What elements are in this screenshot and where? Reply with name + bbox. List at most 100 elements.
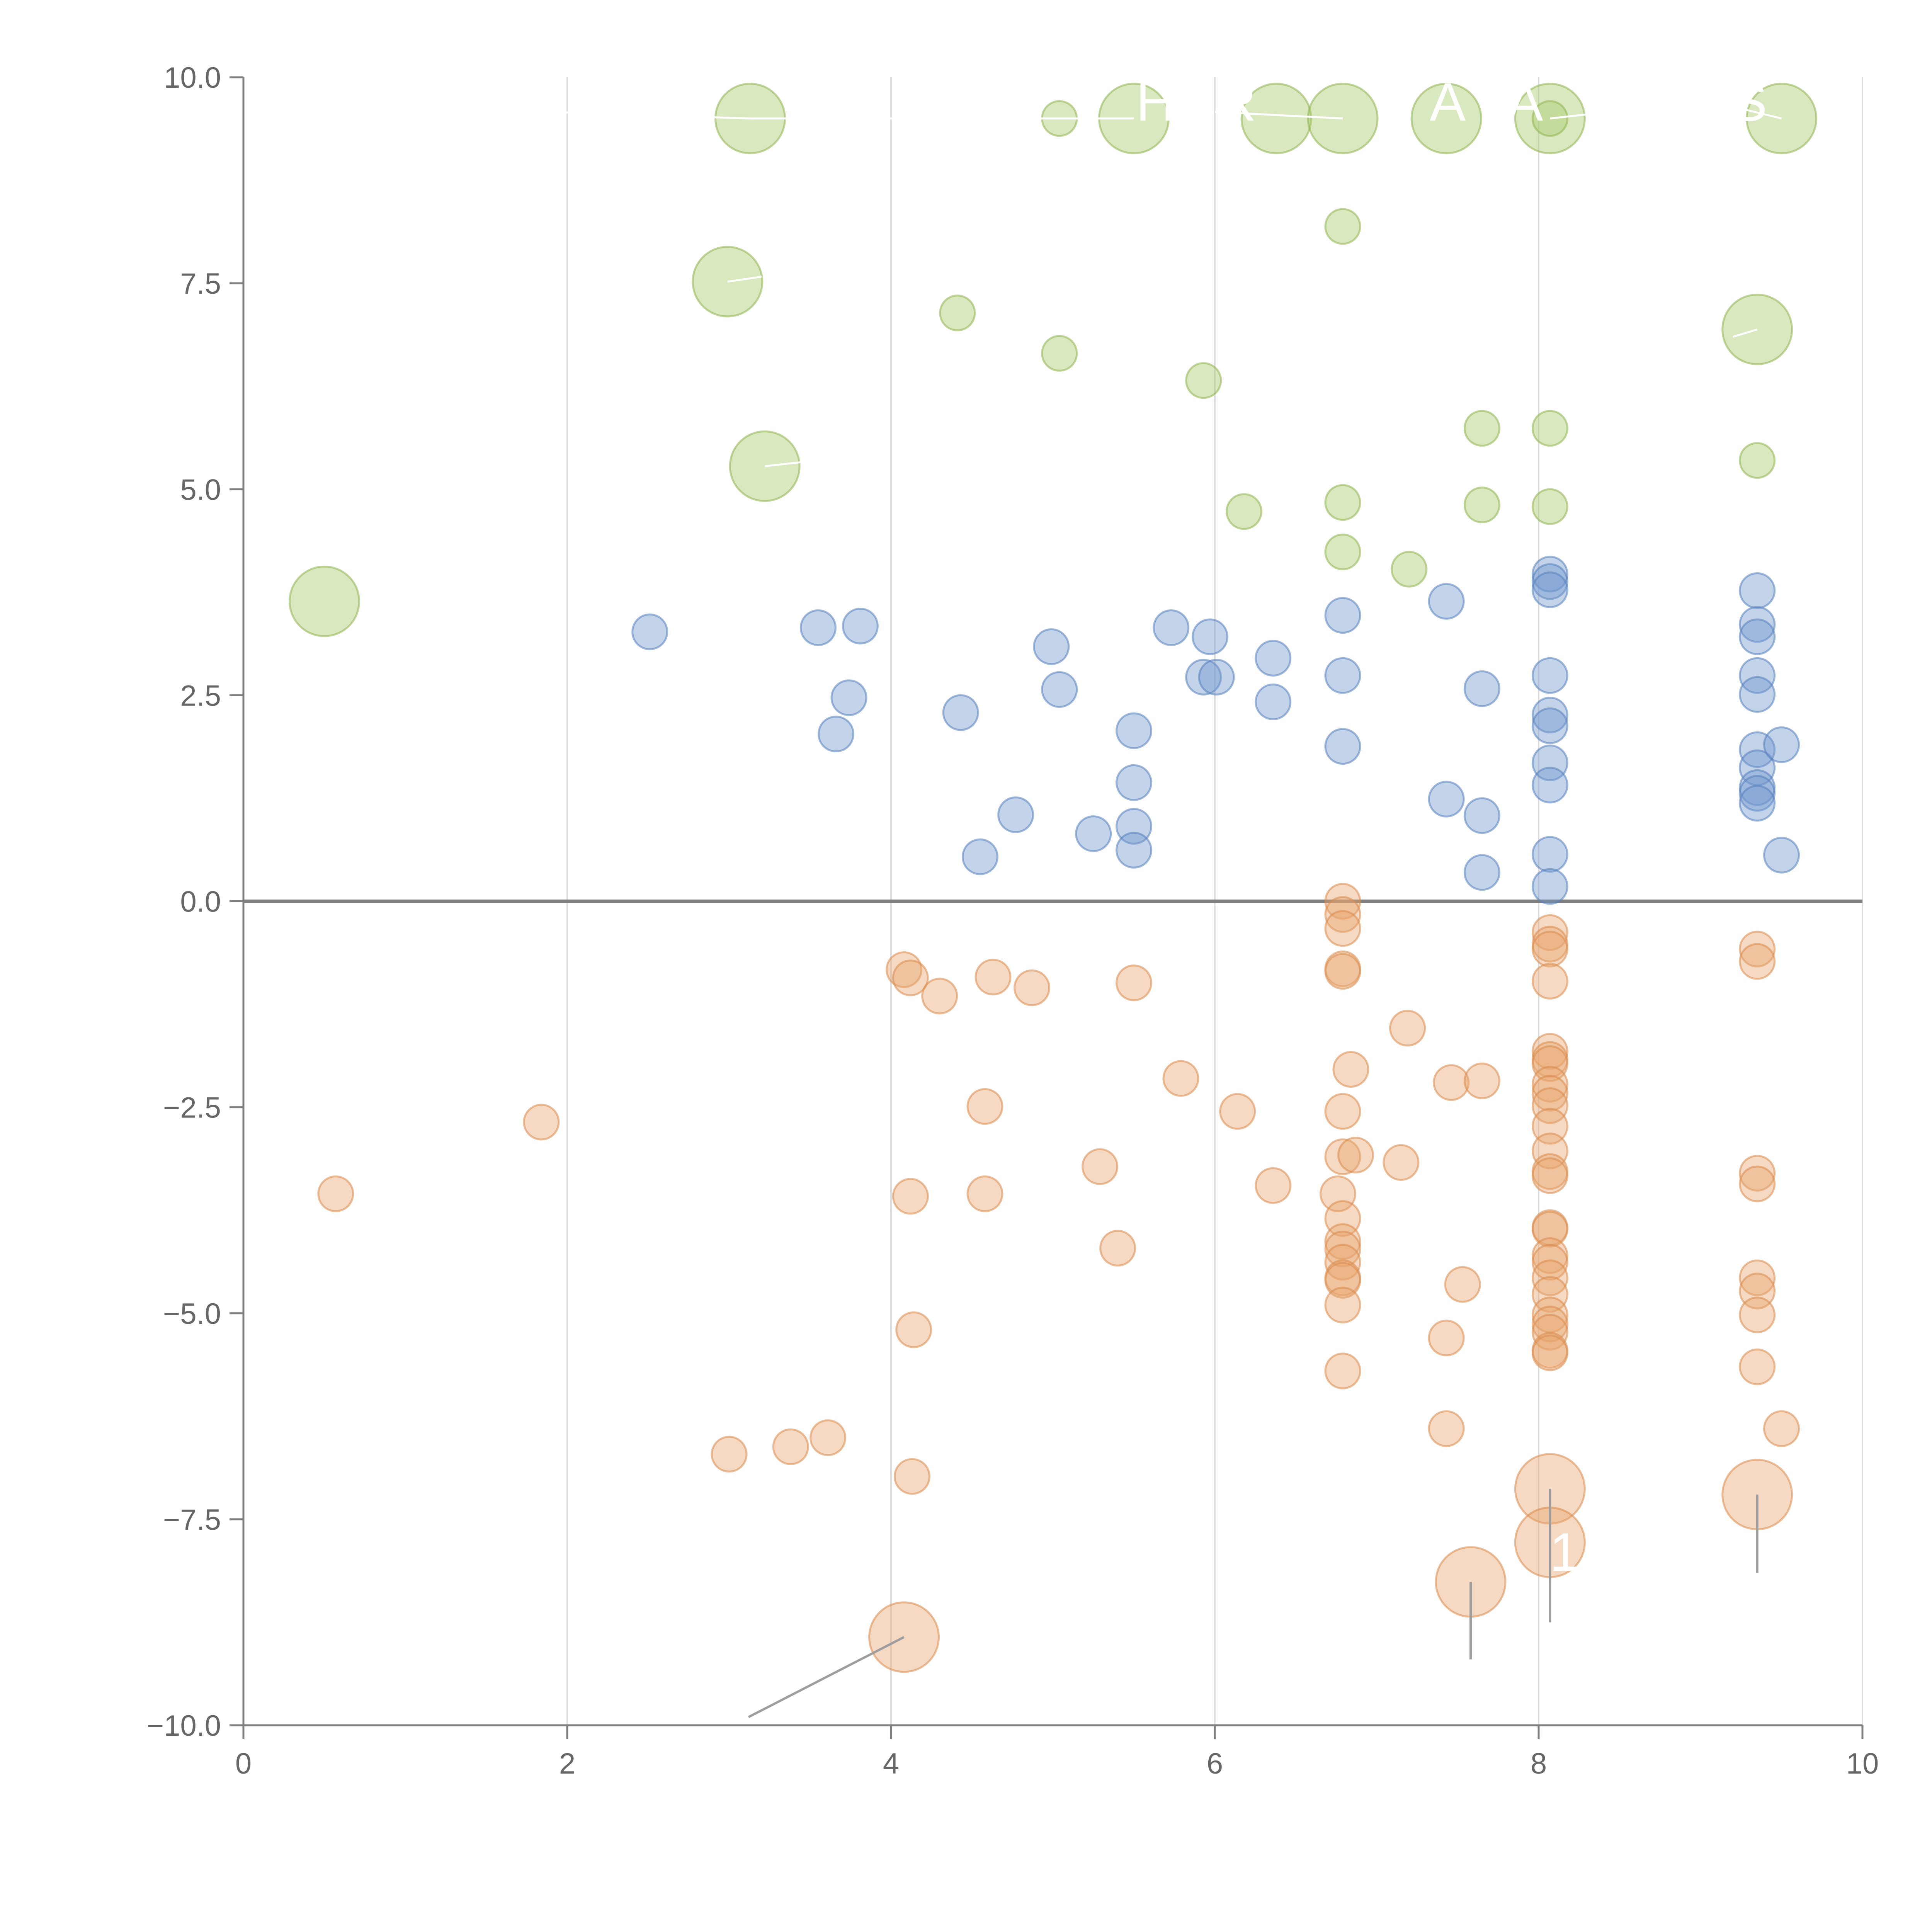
data-point-orange	[523, 1104, 560, 1141]
annotation-label: A	[1507, 71, 1543, 132]
data-point-orange	[1531, 1157, 1568, 1194]
leader-line	[1741, 107, 1782, 120]
data-point-blue	[1739, 775, 1776, 812]
x-tick-label: 4	[883, 1747, 899, 1780]
data-point-orange	[1739, 1296, 1776, 1333]
y-tick-label: −10.0	[147, 1709, 221, 1742]
data-point-orange	[1531, 1087, 1568, 1124]
data-point-orange	[1332, 1051, 1369, 1088]
x-tick-label: 6	[1207, 1747, 1223, 1780]
data-point-orange	[1739, 1348, 1776, 1385]
data-point-orange	[1324, 1352, 1361, 1389]
data-point-orange	[966, 1088, 1003, 1125]
x-tick-label: 2	[559, 1747, 575, 1780]
data-point-blue	[1324, 657, 1361, 694]
data-point-blue	[1463, 854, 1500, 891]
data-point-green	[1225, 493, 1262, 530]
data-point-orange	[1739, 1259, 1776, 1296]
data-point-blue	[1116, 712, 1152, 749]
data-point-blue	[1075, 815, 1112, 852]
data-point-orange	[1255, 1167, 1292, 1204]
data-point-blue	[1198, 658, 1235, 696]
data-point-blue	[1531, 836, 1568, 873]
data-point-blue	[1033, 628, 1070, 665]
data-point-green	[1531, 488, 1568, 525]
y-tick-label: 0.0	[180, 886, 221, 918]
x-tick-label: 0	[235, 1747, 252, 1780]
leader-line	[1214, 111, 1343, 120]
data-point-green	[1531, 410, 1568, 447]
data-point-orange	[1324, 883, 1361, 920]
x-tick-label: 10	[1846, 1747, 1879, 1780]
data-point-orange	[1531, 1066, 1568, 1103]
data-point-blue	[1763, 837, 1800, 874]
data-point-orange	[966, 1175, 1003, 1213]
data-point-orange	[1531, 963, 1568, 1000]
data-point-green	[1324, 533, 1361, 570]
data-point-green	[1324, 484, 1361, 521]
data-point-orange	[895, 1311, 932, 1348]
data-point-blue	[997, 796, 1034, 833]
data-point-orange	[892, 1178, 929, 1215]
data-point-blue	[799, 609, 837, 646]
data-point-orange	[1219, 1093, 1256, 1130]
data-point-blue	[1531, 744, 1568, 781]
data-point-orange	[1531, 1244, 1568, 1281]
data-point-orange	[1433, 1064, 1470, 1101]
data-point-orange	[1428, 1410, 1465, 1447]
data-point-blue	[1153, 609, 1190, 646]
data-point-orange	[711, 1435, 748, 1473]
data-point-blue	[1531, 767, 1568, 804]
data-point-orange	[1739, 930, 1776, 968]
data-point-blue	[631, 613, 668, 650]
data-point-orange	[1463, 1062, 1500, 1099]
data-point-blue	[961, 838, 998, 875]
data-point-blue	[1116, 764, 1152, 801]
data-point-blue	[1185, 658, 1222, 696]
data-point-green	[1739, 442, 1776, 479]
data-point-orange	[1099, 1230, 1136, 1267]
data-point-blue	[1324, 728, 1361, 765]
data-point-orange	[921, 978, 958, 1015]
leader-line	[727, 276, 762, 283]
data-point-orange	[1531, 1211, 1568, 1248]
data-point-blue	[1191, 618, 1228, 655]
data-point-blue	[818, 716, 855, 753]
data-point-green	[1410, 83, 1482, 155]
data-point-orange	[1531, 1276, 1568, 1313]
data-point-blue	[1531, 697, 1568, 734]
data-point-orange	[1739, 1165, 1776, 1202]
data-point-orange	[1324, 1138, 1361, 1175]
data-point-green	[939, 294, 976, 332]
data-point-orange	[1531, 1334, 1568, 1371]
data-point-blue	[1116, 832, 1152, 869]
data-point-orange	[1162, 1060, 1199, 1097]
data-point-orange	[1324, 1286, 1361, 1323]
y-tick-label: 2.5	[180, 679, 221, 712]
data-point-orange	[1324, 1230, 1361, 1267]
leader-line	[748, 1636, 905, 1718]
leader-line	[1733, 328, 1758, 338]
data-point-orange	[1324, 896, 1361, 933]
annotation-label: H	[1136, 71, 1175, 132]
data-point-blue	[1739, 676, 1776, 713]
data-point-blue	[1531, 563, 1568, 600]
annotation-label: R	[1217, 71, 1256, 132]
data-point-orange	[1324, 910, 1361, 947]
data-point-orange	[1389, 1010, 1426, 1047]
data-point-orange	[893, 1458, 930, 1495]
x-tick-label: 8	[1531, 1747, 1547, 1780]
data-point-green	[1324, 208, 1361, 245]
y-tick-label: 7.5	[180, 267, 221, 300]
data-point-orange	[1739, 943, 1776, 980]
data-point-orange	[1337, 1136, 1374, 1173]
leader-line	[764, 461, 802, 468]
data-point-orange	[1116, 964, 1152, 1002]
data-point-blue	[842, 607, 879, 645]
data-point-orange	[1763, 1410, 1800, 1447]
y-tick-label: −5.0	[163, 1298, 221, 1330]
y-tick-label: −7.5	[163, 1503, 221, 1536]
data-point-orange	[1739, 1155, 1776, 1192]
data-point-orange	[810, 1419, 847, 1456]
annotation-label: 1	[1549, 1522, 1580, 1582]
